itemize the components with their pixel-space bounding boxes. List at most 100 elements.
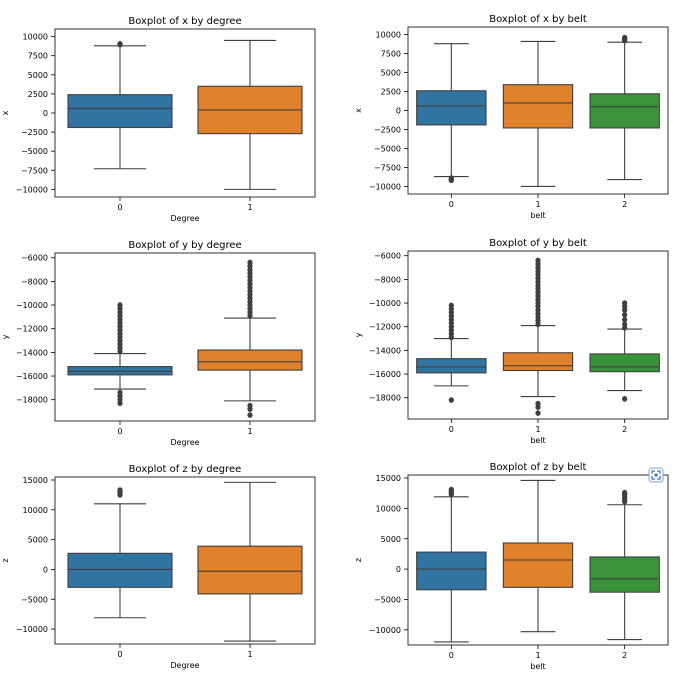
x-axis-label: belt (530, 211, 545, 220)
x-axis-label: Degree (170, 214, 199, 223)
outlier-point (247, 412, 253, 418)
y-tick-label: 7500 (28, 52, 48, 61)
y-axis-label: z (1, 558, 10, 562)
x-tick-label: 0 (449, 425, 454, 434)
box-group (416, 43, 487, 184)
y-tick-label: 5000 (381, 69, 401, 78)
x-tick-label: 2 (622, 200, 627, 209)
box-iqr (416, 551, 487, 591)
y-tick-label: −10000 (16, 625, 48, 634)
y-tick-label: 5000 (381, 535, 401, 544)
y-tick-label: 7500 (381, 50, 401, 59)
outlier-point (448, 177, 454, 184)
box-group (416, 486, 487, 643)
box-group (502, 257, 574, 416)
box-group (589, 34, 660, 181)
chart-title: Boxplot of x by degree (128, 16, 241, 27)
outlier-point (622, 316, 628, 323)
y-tick-label: −16000 (369, 370, 401, 379)
y-axis-label: z (354, 558, 363, 562)
outlier-point (622, 489, 628, 496)
box-iqr (589, 93, 660, 129)
outlier-point (622, 34, 628, 41)
y-axis-label: x (1, 110, 10, 115)
chart-panel: Boxplot of y by belt −6000 −8000 −10000 −120… (354, 238, 669, 445)
plot-frame (54, 28, 316, 198)
box-group (197, 481, 303, 642)
expand-image-button[interactable] (648, 467, 664, 483)
x-tick-label: 2 (622, 425, 627, 434)
y-tick-label: −8000 (374, 275, 401, 284)
y-tick-label: −10000 (369, 182, 401, 191)
chart-panel: Boxplot of x by belt 10000 7500 5000 2500 0 −2… (354, 14, 669, 220)
chart-title: Boxplot of z by belt (490, 462, 587, 473)
chart-title: Boxplot of y by belt (489, 238, 587, 249)
chart-title: Boxplot of z by degree (129, 464, 242, 475)
box-group (502, 479, 574, 633)
outlier-point (535, 410, 541, 416)
y-tick-label: −5000 (374, 595, 401, 604)
outlier-point (448, 397, 454, 403)
y-tick-label: −14000 (16, 348, 48, 357)
chart-panel: Boxplot of z by degree 15000 10000 5000 0 −50… (1, 464, 316, 670)
y-tick-label: −6000 (21, 254, 48, 263)
y-tick-label: −6000 (374, 252, 401, 261)
y-tick-label: −12000 (16, 325, 48, 334)
y-tick-label: 10000 (23, 33, 48, 42)
x-tick-label: 1 (247, 427, 252, 436)
chart-panel: Boxplot of z by belt 15000 10000 5000 0 −5000… (354, 462, 669, 671)
y-tick-label: −7500 (21, 166, 48, 175)
plot-frame (407, 474, 669, 646)
box-iqr (197, 349, 303, 371)
outlier-point (448, 486, 454, 493)
x-tick-label: 1 (247, 203, 252, 212)
box-iqr (67, 552, 173, 588)
y-axis-label: x (354, 108, 363, 113)
y-axis-label: y (1, 334, 10, 339)
y-tick-label: 0 (43, 565, 48, 574)
box-iqr (502, 352, 574, 372)
y-tick-label: −5000 (374, 144, 401, 153)
box-group (67, 41, 173, 170)
box-iqr (589, 353, 660, 373)
box-group (416, 302, 487, 403)
y-tick-label: −2500 (374, 125, 401, 134)
outlier-point (622, 307, 628, 314)
box-iqr (416, 90, 487, 126)
x-tick-label: 1 (247, 650, 252, 659)
box-iqr (502, 542, 574, 588)
x-axis-label: belt (530, 436, 545, 445)
box-iqr (67, 94, 173, 129)
plot-frame (407, 250, 669, 420)
plot-frame (407, 26, 669, 195)
y-tick-label: 5000 (28, 71, 48, 80)
box-iqr (589, 556, 660, 593)
outlier-point (247, 312, 253, 319)
y-tick-label: 0 (396, 565, 401, 574)
outlier-point (535, 321, 541, 328)
y-tick-label: 0 (43, 109, 48, 118)
y-tick-label: 10000 (376, 504, 401, 513)
box-group (502, 40, 574, 187)
y-tick-label: −8000 (21, 277, 48, 286)
y-tick-label: 2500 (381, 88, 401, 97)
x-axis-label: Degree (170, 661, 199, 670)
y-tick-label: −5000 (21, 147, 48, 156)
y-tick-label: 15000 (23, 476, 48, 485)
x-tick-label: 0 (117, 427, 122, 436)
x-tick-label: 0 (117, 650, 122, 659)
y-tick-label: −7500 (374, 163, 401, 172)
chart-title: Boxplot of y by degree (128, 240, 241, 251)
box-group (197, 259, 303, 418)
y-tick-label: −10000 (16, 185, 48, 194)
y-tick-label: −10000 (369, 626, 401, 635)
outlier-point (535, 404, 541, 411)
box-iqr (416, 358, 487, 374)
y-tick-label: −5000 (21, 595, 48, 604)
x-tick-label: 1 (535, 425, 540, 434)
y-tick-label: −18000 (16, 396, 48, 405)
y-tick-label: −14000 (369, 346, 401, 355)
outlier-point (448, 334, 454, 341)
outlier-point (247, 406, 253, 413)
